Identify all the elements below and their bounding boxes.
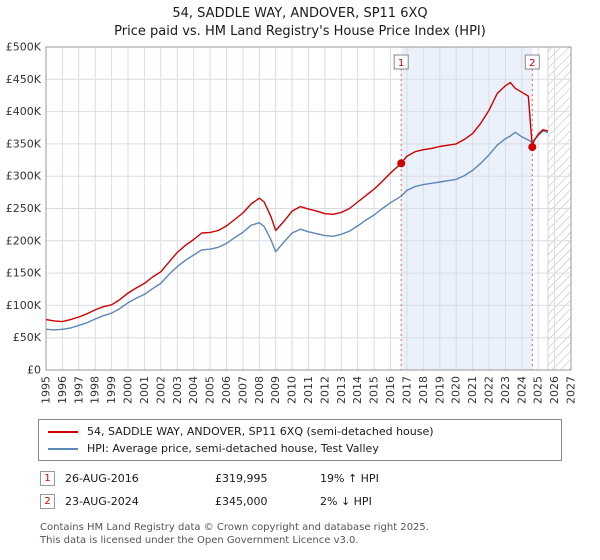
- svg-text:2022: 2022: [483, 376, 496, 404]
- series-line: [45, 81, 549, 323]
- svg-text:£100K: £100K: [6, 299, 42, 312]
- sale-annotations: 1 26-AUG-2016 £319,995 19% ↑ HPI 2 23-AU…: [40, 471, 600, 509]
- svg-text:1998: 1998: [89, 376, 102, 404]
- legend-item-property: 54, SADDLE WAY, ANDOVER, SP11 6XQ (semi-…: [48, 425, 552, 438]
- svg-text:2006: 2006: [220, 376, 233, 404]
- svg-text:2003: 2003: [171, 376, 184, 404]
- sale-marker-number: 2: [529, 58, 535, 69]
- plot-border: [45, 46, 572, 371]
- svg-text:£350K: £350K: [6, 137, 42, 150]
- svg-text:2021: 2021: [466, 376, 479, 404]
- svg-text:2017: 2017: [400, 376, 413, 404]
- svg-text:2007: 2007: [236, 376, 249, 404]
- hpi-legend-label: HPI: Average price, semi-detached house,…: [87, 442, 379, 455]
- svg-text:2026: 2026: [548, 376, 561, 404]
- svg-text:£400K: £400K: [6, 105, 42, 118]
- svg-text:2019: 2019: [433, 376, 446, 404]
- svg-text:2011: 2011: [302, 376, 315, 404]
- svg-text:2013: 2013: [335, 376, 348, 404]
- svg-text:£450K: £450K: [6, 73, 42, 86]
- sale-annotation-1: 1 26-AUG-2016 £319,995 19% ↑ HPI: [40, 471, 600, 486]
- sale-1-date: 26-AUG-2016: [65, 472, 139, 485]
- svg-text:2010: 2010: [286, 376, 299, 404]
- chart-legend: 54, SADDLE WAY, ANDOVER, SP11 6XQ (semi-…: [38, 419, 562, 461]
- property-legend-label: 54, SADDLE WAY, ANDOVER, SP11 6XQ (semi-…: [87, 425, 434, 438]
- svg-text:£500K: £500K: [6, 41, 42, 54]
- sale-1-price: £319,995: [215, 472, 268, 485]
- svg-text:£200K: £200K: [6, 234, 42, 247]
- sale-2-number-badge: 2: [40, 494, 55, 509]
- svg-text:£0: £0: [27, 364, 41, 377]
- sale-2-date: 23-AUG-2024: [65, 495, 139, 508]
- svg-text:2009: 2009: [269, 376, 282, 404]
- svg-text:2014: 2014: [351, 376, 364, 404]
- license-line-1: Contains HM Land Registry data © Crown c…: [40, 522, 429, 533]
- sale-1-number-badge: 1: [40, 471, 55, 486]
- svg-text:1997: 1997: [72, 376, 85, 404]
- license-line-2: This data is licensed under the Open Gov…: [40, 535, 359, 546]
- svg-text:2020: 2020: [450, 376, 463, 404]
- sale-annotation-2: 2 23-AUG-2024 £345,000 2% ↓ HPI: [40, 494, 600, 509]
- license-footer: Contains HM Land Registry data © Crown c…: [40, 521, 600, 547]
- svg-text:2027: 2027: [565, 376, 578, 404]
- svg-text:2012: 2012: [318, 376, 331, 404]
- page-title: 54, SADDLE WAY, ANDOVER, SP11 6XQ: [172, 6, 428, 21]
- svg-text:2024: 2024: [515, 376, 528, 404]
- svg-text:£250K: £250K: [6, 202, 42, 215]
- sale-2-hpi-change: 2% ↓ HPI: [320, 495, 372, 508]
- svg-text:2008: 2008: [253, 376, 266, 404]
- svg-text:£50K: £50K: [13, 331, 42, 344]
- legend-item-hpi: HPI: Average price, semi-detached house,…: [48, 442, 552, 455]
- svg-text:2000: 2000: [122, 376, 135, 404]
- sale-point: [397, 159, 406, 168]
- sale-marker-number: 1: [398, 58, 404, 69]
- svg-text:1995: 1995: [40, 376, 53, 404]
- svg-text:2001: 2001: [138, 376, 151, 404]
- gridlines: [45, 46, 572, 371]
- hpi-line-swatch: [48, 447, 78, 450]
- sale-point: [528, 143, 537, 152]
- page-subtitle: Price paid vs. HM Land Registry's House …: [114, 24, 486, 39]
- svg-text:2005: 2005: [204, 376, 217, 404]
- svg-text:2004: 2004: [187, 376, 200, 404]
- svg-text:£150K: £150K: [6, 267, 42, 280]
- series-line: [45, 130, 549, 331]
- svg-text:2002: 2002: [154, 376, 167, 404]
- svg-text:2018: 2018: [417, 376, 430, 404]
- price-history-chart: £0 £50K £100K £150K £200K £250K £300K £350K £400…: [6, 41, 578, 405]
- sale-marker-box: [524, 54, 540, 70]
- svg-text:2015: 2015: [368, 376, 381, 404]
- y-axis-labels: £0 £50K £100K £150K £200K £250K £300K £350K £400…: [6, 41, 42, 377]
- x-axis-labels: 1995 1996 1997 1998 1999 2000 2001 2002 2003 2004…: [40, 376, 578, 404]
- sale-1-hpi-change: 19% ↑ HPI: [320, 472, 379, 485]
- svg-text:2016: 2016: [384, 376, 397, 404]
- sale-2-price: £345,000: [215, 495, 268, 508]
- svg-text:2025: 2025: [532, 376, 545, 404]
- svg-text:1996: 1996: [56, 376, 69, 404]
- property-line-swatch: [48, 430, 78, 433]
- sale-marker-box: [393, 54, 409, 70]
- svg-text:£300K: £300K: [6, 170, 42, 183]
- svg-text:1999: 1999: [105, 376, 118, 404]
- svg-text:2023: 2023: [499, 376, 512, 404]
